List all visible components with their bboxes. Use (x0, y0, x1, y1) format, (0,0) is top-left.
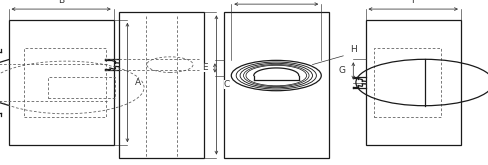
Bar (24, 48, 106, 117)
Text: G: G (338, 66, 345, 75)
Bar (48, 77, 115, 98)
Text: E: E (202, 64, 207, 72)
Text: H: H (349, 45, 356, 54)
Bar (373, 48, 440, 117)
Text: A: A (134, 78, 141, 87)
Text: C: C (223, 81, 229, 89)
Bar (223, 12, 328, 158)
Text: F: F (410, 0, 415, 5)
Bar (119, 12, 204, 158)
Bar (9, 20, 113, 145)
Bar (365, 20, 460, 145)
Text: B: B (58, 0, 64, 5)
